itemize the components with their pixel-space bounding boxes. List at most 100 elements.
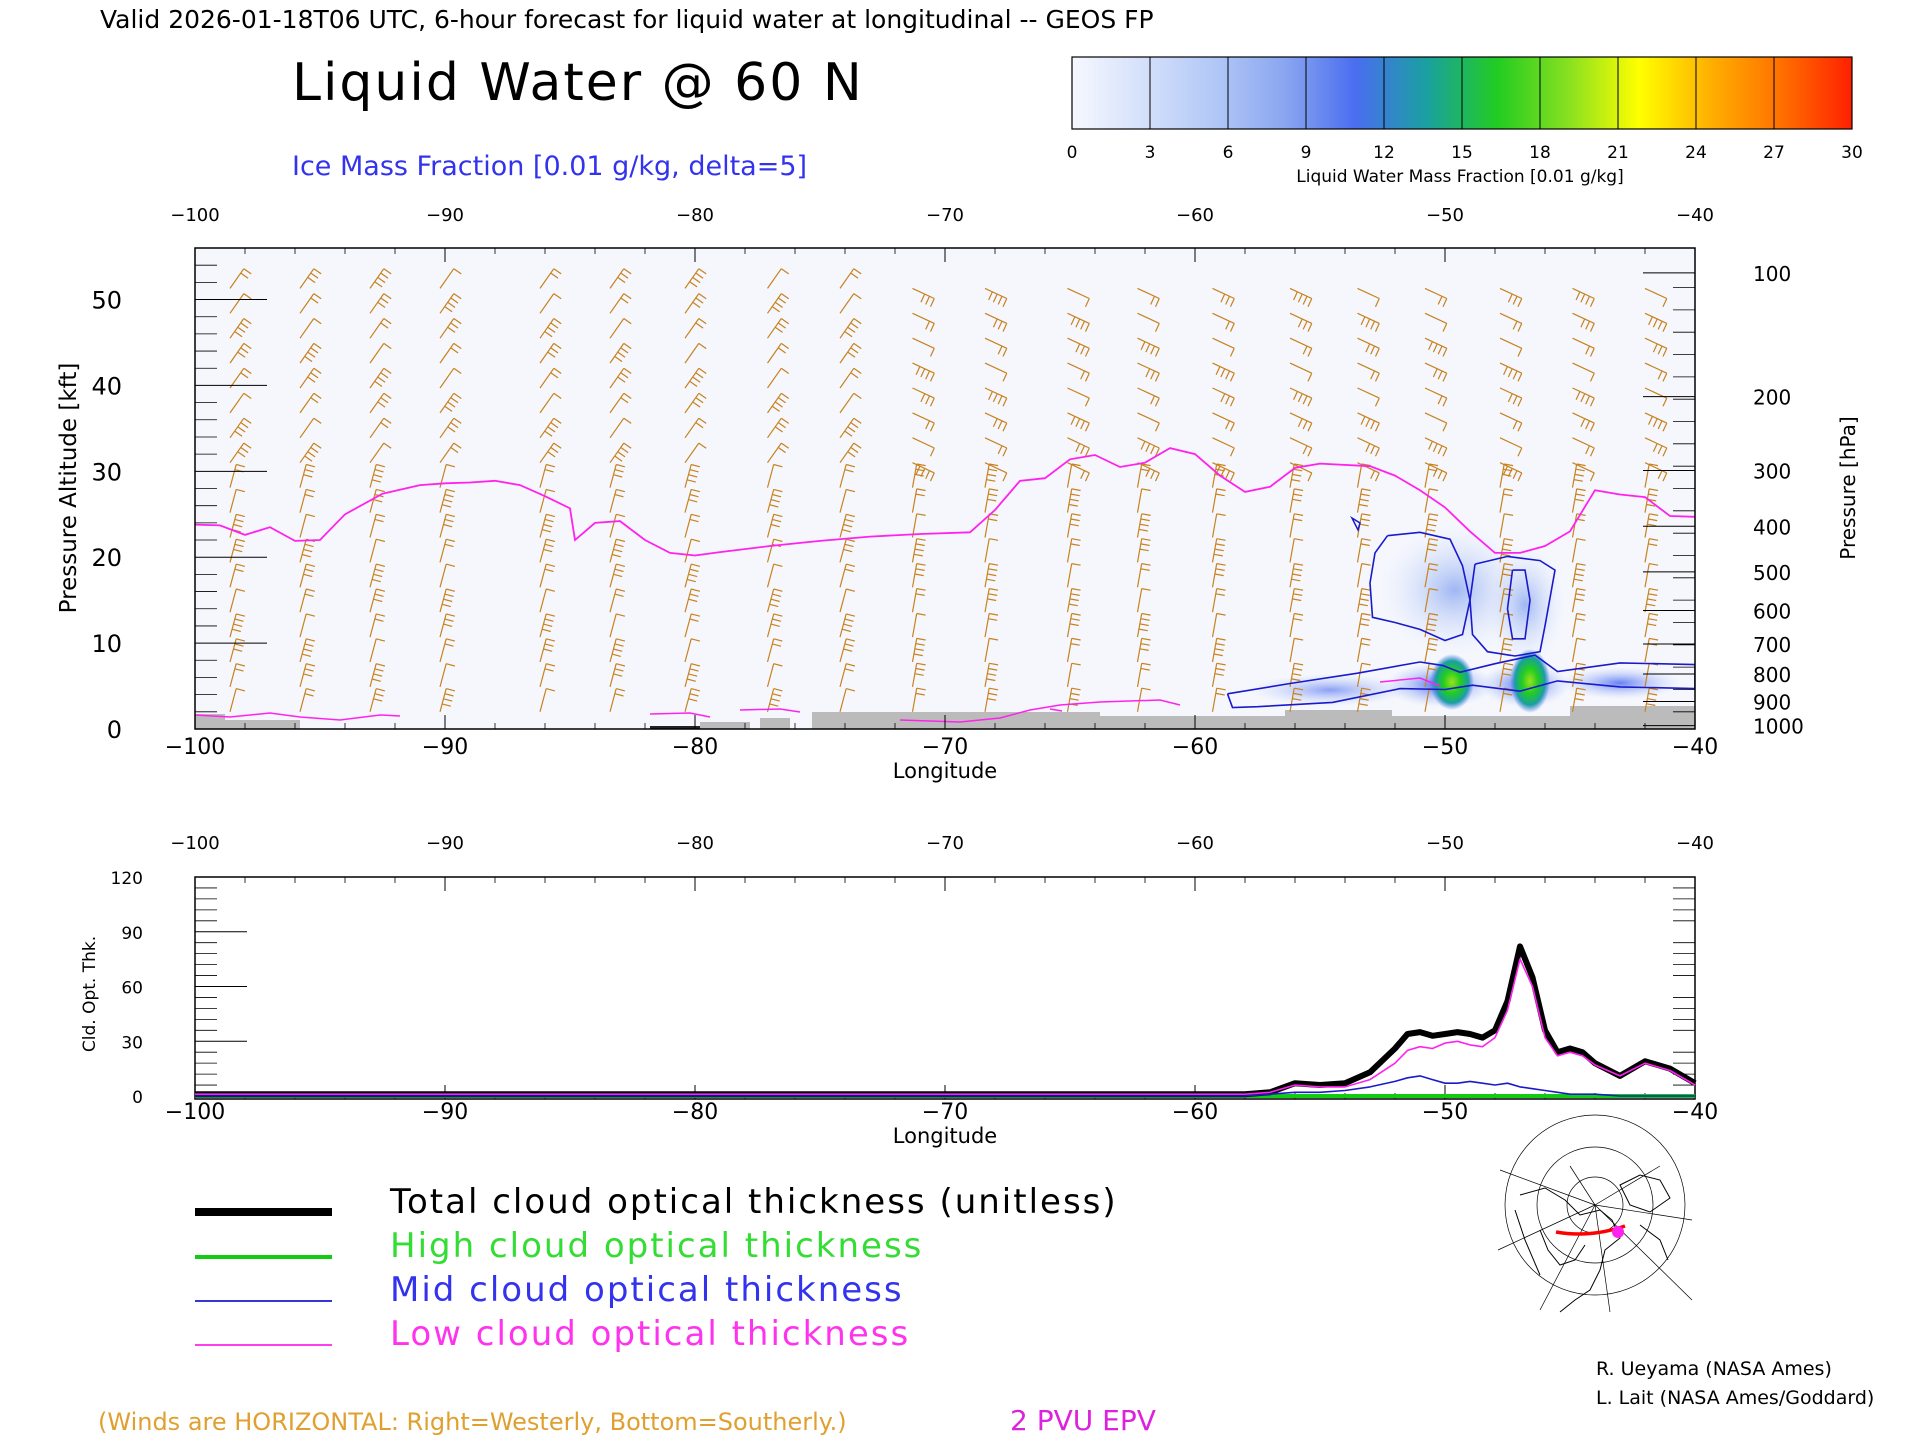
inset-location-map	[1496, 1114, 1694, 1313]
colorbar-tick-label: 15	[1451, 143, 1473, 163]
plot-background	[195, 248, 1695, 729]
wind-barb	[299, 588, 316, 613]
wind-barb	[299, 293, 322, 314]
wind-barb	[1644, 437, 1668, 457]
y-tick-label: 120	[111, 869, 143, 889]
wind-barb	[839, 342, 862, 364]
wind-barb	[229, 488, 246, 513]
plot-frame	[194, 876, 1696, 1100]
wind-barb	[1357, 387, 1380, 407]
liquid-water-maximum	[1510, 649, 1550, 713]
wind-barb	[1572, 312, 1595, 332]
wind-barb	[539, 318, 562, 339]
top-axes: −100 −100 −90 −90 −80 −80 −70 −70 −60 −60 −50 −50 −4…	[91, 205, 1803, 760]
wind-barb	[1357, 287, 1380, 307]
wind-barb	[1289, 412, 1313, 432]
low-epv-fragment	[195, 677, 1441, 723]
colorbar-label: Liquid Water Mass Fraction [0.01 g/kg]	[1296, 167, 1623, 187]
wind-barb	[229, 442, 252, 464]
y-tick-label: 0	[132, 1088, 143, 1108]
x-tick-label: −50	[1422, 1100, 1468, 1125]
wind-barb	[1211, 662, 1226, 688]
wind-barb	[1212, 337, 1235, 357]
wind-barb	[684, 318, 707, 339]
wind-barb	[1357, 412, 1380, 432]
wind-barb	[229, 588, 246, 613]
wind-barb	[1644, 687, 1659, 712]
wind-barb	[1571, 488, 1586, 513]
x-axis-label-bottom: Longitude	[893, 1124, 997, 1148]
y-tick-label: 30	[91, 458, 122, 486]
credit-2: L. Lait (NASA Ames/Goddard)	[1596, 1387, 1874, 1409]
wind-barb	[299, 392, 322, 414]
wind-barb	[1212, 287, 1235, 307]
wind-barb	[684, 488, 701, 513]
wind-barb	[1424, 513, 1439, 538]
wind-barb	[539, 417, 562, 439]
wind-barb	[369, 367, 392, 389]
wind-barb	[984, 662, 999, 688]
wind-barb	[1137, 462, 1160, 482]
pressure-tick-label: 300	[1753, 459, 1791, 483]
wind-barb	[1136, 538, 1151, 563]
wind-barb	[299, 613, 316, 638]
ice-contour	[1506, 569, 1531, 640]
wind-barb	[369, 638, 386, 663]
optical-thickness-panel: −100 −100 −90 −90 −80 −80 −70 −70 −60 −60 −50 −50 −4…	[111, 833, 1719, 1125]
colorbar-tick-label: 24	[1685, 143, 1707, 163]
wind-barb	[229, 367, 252, 389]
wind-barb	[684, 442, 707, 464]
wind-barb	[229, 342, 252, 364]
wind-barb	[1289, 513, 1304, 538]
ice-contour	[1469, 555, 1556, 657]
pressure-tick-label: 100	[1753, 262, 1791, 286]
wind-barb	[1211, 588, 1226, 613]
wind-barb	[609, 442, 632, 464]
wind-barb	[767, 417, 790, 439]
x-tick-label: −80	[672, 735, 718, 760]
wind-barb	[539, 392, 562, 414]
wind-barb	[1424, 488, 1439, 513]
wind-barb	[539, 488, 556, 513]
wind-barb	[299, 342, 322, 364]
wind-barb	[1572, 387, 1595, 407]
wind-barb	[299, 663, 316, 688]
wind-barb	[439, 613, 456, 638]
liquid-water-maximum	[1430, 654, 1474, 710]
wind-barb	[1499, 362, 1523, 382]
wind-barb	[1066, 612, 1081, 638]
wind-barb	[1572, 412, 1595, 432]
wind-barb	[1424, 588, 1439, 613]
wind-barb	[1571, 637, 1586, 663]
colorbar: 0 3 6 9 12 15 18 21 24 27 30	[1067, 56, 1863, 163]
wind-barb	[609, 392, 632, 414]
wind-barb	[1499, 287, 1523, 307]
wind-barb	[912, 312, 935, 332]
wind-barb	[1424, 612, 1439, 638]
wind-barb	[1572, 462, 1595, 482]
y-tick-label: 60	[121, 979, 143, 999]
ice-contour	[1369, 531, 1471, 642]
x-tick-label-top: −40	[1676, 205, 1714, 226]
wind-barb	[984, 312, 1008, 332]
wind-barb	[911, 488, 926, 513]
wind-barb	[439, 293, 462, 314]
wind-barb	[539, 613, 556, 638]
wind-barb	[1356, 687, 1371, 712]
wind-barb	[1499, 488, 1514, 513]
wind-barb	[839, 463, 856, 488]
wind-barb	[766, 688, 783, 712]
x-tick-label-top: −60	[1176, 833, 1214, 854]
wind-barb	[984, 362, 1008, 382]
low-cloud-shading	[1250, 674, 1410, 706]
wind-barb	[1572, 287, 1595, 307]
wind-barb	[839, 588, 856, 613]
wind-barb	[1066, 588, 1081, 613]
ice-haze-shading	[1485, 545, 1565, 665]
wind-barb	[439, 342, 462, 364]
x-tick-label-top: −90	[426, 833, 464, 854]
pressure-tick-label: 900	[1753, 691, 1791, 715]
wind-barb	[767, 392, 790, 414]
wind-barb	[369, 318, 392, 339]
